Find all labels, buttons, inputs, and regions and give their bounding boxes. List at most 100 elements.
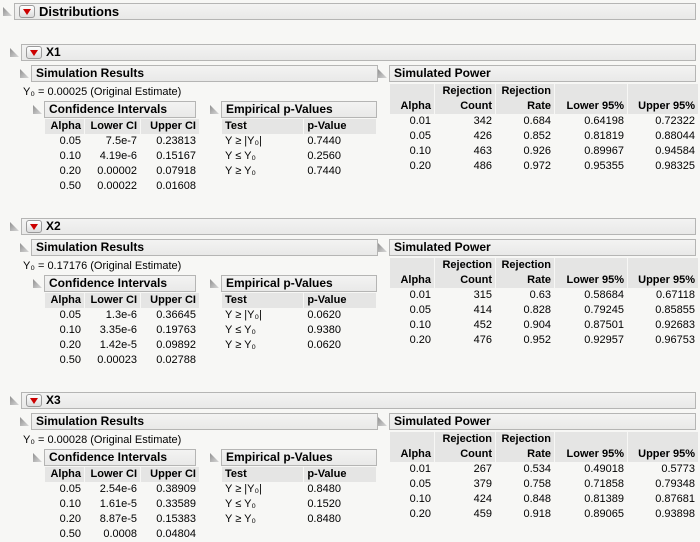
table-cell: 7.5e-7: [105, 135, 137, 147]
disclosure-triangle-icon[interactable]: [10, 222, 19, 231]
red-triangle-menu-icon[interactable]: [19, 5, 35, 18]
disclosure-triangle-icon[interactable]: [378, 417, 387, 426]
section-header-bar[interactable]: X3: [21, 392, 696, 409]
red-triangle-menu-icon[interactable]: [26, 394, 42, 407]
table-cell: 8.87e-5: [99, 513, 137, 525]
red-triangle-glyph: [23, 9, 31, 15]
section-title: X1: [46, 45, 61, 59]
simulated-power-title: Simulated Power: [394, 414, 491, 428]
table-row: Y ≥ |Y₀| 0.7440: [222, 134, 376, 149]
simulated-power-row: Simulated Power: [378, 413, 696, 430]
table-cell: 0.1520: [307, 498, 341, 510]
confidence-intervals-bar[interactable]: Confidence Intervals: [44, 101, 196, 118]
table-cell: 0.38909: [156, 483, 196, 495]
table-header-row: Alpha Rejection Count Rejection Rate Lower …: [390, 258, 698, 288]
table-row: Y ≥ Y₀ 0.7440: [222, 164, 376, 179]
disclosure-triangle-icon[interactable]: [33, 105, 42, 114]
simulated-power-table: Alpha Rejection Count Rejection Rate Lower …: [389, 432, 699, 522]
distributions-header-bar[interactable]: Distributions: [14, 3, 696, 20]
confidence-intervals-bar[interactable]: Confidence Intervals: [44, 275, 196, 292]
empirical-p-values-bar[interactable]: Empirical p-Values: [221, 101, 377, 118]
table-cell: 0.7440: [307, 165, 341, 177]
table-cell: 0.95355: [584, 160, 624, 172]
disclosure-triangle-icon[interactable]: [3, 7, 12, 16]
section-title: X2: [46, 219, 61, 233]
table-cell: 0.63: [529, 289, 551, 301]
red-triangle-menu-icon[interactable]: [26, 46, 42, 59]
simulation-results-bar[interactable]: Simulation Results: [31, 413, 378, 430]
table-cell: 0.85855: [655, 304, 695, 316]
disclosure-triangle-icon[interactable]: [20, 69, 29, 78]
report-title: Distributions: [39, 4, 120, 19]
disclosure-triangle-icon[interactable]: [210, 279, 219, 288]
table-cell: 0.10: [59, 150, 81, 162]
empirical-p-values-bar[interactable]: Empirical p-Values: [221, 275, 377, 292]
table-cell: 0.93898: [655, 508, 695, 520]
table-cell: 0.92957: [584, 334, 624, 346]
table-cell: 0.81389: [584, 493, 624, 505]
simulation-results-bar[interactable]: Simulation Results: [31, 65, 378, 82]
section-outline-row: X3: [10, 392, 696, 409]
simulated-power-bar[interactable]: Simulated Power: [389, 65, 696, 82]
section-header-bar[interactable]: X1: [21, 44, 696, 61]
column-header: Upper CI: [141, 293, 199, 308]
simulated-power-bar[interactable]: Simulated Power: [389, 413, 696, 430]
table-row: 0.50 0.00023 0.02788: [45, 353, 199, 368]
disclosure-triangle-icon[interactable]: [378, 243, 387, 252]
table-header-row: Test p-Value: [222, 119, 376, 134]
confidence-intervals-block: Confidence Intervals Alpha Lower CI Upper …: [33, 449, 200, 542]
red-triangle-menu-icon[interactable]: [26, 220, 42, 233]
table-cell: 0.0620: [307, 309, 341, 321]
confidence-intervals-bar[interactable]: Confidence Intervals: [44, 449, 196, 466]
table-cell: 0.15383: [156, 513, 196, 525]
disclosure-triangle-icon[interactable]: [210, 453, 219, 462]
column-header: Test: [222, 293, 304, 308]
simulated-power-panel: Simulated Power Alpha Rejection Count Reje…: [378, 239, 700, 348]
column-header: Alpha: [390, 258, 434, 288]
table-cell: 0.10: [409, 493, 431, 505]
table-cell: 1.42e-5: [99, 339, 137, 351]
table-cell: 0.89967: [584, 145, 624, 157]
table-cell: 0.09892: [156, 339, 196, 351]
column-header: Rejection Count: [435, 258, 495, 288]
table-cell: Y ≤ Y₀: [225, 150, 256, 162]
table-cell: 0.96753: [655, 334, 695, 346]
table-cell: 1.61e-5: [99, 498, 137, 510]
disclosure-triangle-icon[interactable]: [33, 453, 42, 462]
table-cell: 476: [473, 334, 492, 346]
disclosure-triangle-icon[interactable]: [20, 243, 29, 252]
table-cell: 0.67118: [656, 289, 695, 301]
section-header-bar[interactable]: X2: [21, 218, 696, 235]
disclosure-triangle-icon[interactable]: [378, 69, 387, 78]
empirical-p-values-table: Test p-Value Y ≥ |Y₀| 0.0620 Y ≤ Y₀ 0.9380 Y …: [221, 293, 377, 353]
disclosure-triangle-icon[interactable]: [20, 417, 29, 426]
table-row: 0.20 8.87e-5 0.15383: [45, 512, 199, 527]
table-cell: 414: [473, 304, 492, 316]
table-row: Y ≤ Y₀ 0.9380: [222, 323, 376, 338]
confidence-intervals-block: Confidence Intervals Alpha Lower CI Upper …: [33, 101, 200, 194]
empirical-p-values-bar[interactable]: Empirical p-Values: [221, 449, 377, 466]
empirical-p-values-table: Test p-Value Y ≥ |Y₀| 0.8480 Y ≤ Y₀ 0.1520 Y …: [221, 467, 377, 527]
table-cell: 463: [473, 145, 492, 157]
simulation-results-row: Simulation Results: [20, 65, 378, 82]
red-triangle-glyph: [30, 224, 38, 230]
table-cell: 0.89065: [584, 508, 624, 520]
column-header: Rejection Count: [435, 432, 495, 462]
table-cell: 0.20: [409, 334, 431, 346]
simulated-power-bar[interactable]: Simulated Power: [389, 239, 696, 256]
table-row: 0.10 424 0.848 0.81389 0.87681: [390, 492, 698, 507]
table-cell: Y ≤ Y₀: [225, 498, 256, 510]
table-row: 0.10 463 0.926 0.89967 0.94584: [390, 144, 698, 159]
table-cell: 0.20: [59, 339, 81, 351]
disclosure-triangle-icon[interactable]: [10, 48, 19, 57]
table-cell: 0.05: [59, 309, 81, 321]
table-cell: 0.918: [523, 508, 551, 520]
table-row: 0.50 0.00022 0.01608: [45, 179, 199, 194]
simulation-results-bar[interactable]: Simulation Results: [31, 239, 378, 256]
table-cell: 0.36645: [156, 309, 196, 321]
table-cell: 0.848: [523, 493, 551, 505]
disclosure-triangle-icon[interactable]: [10, 396, 19, 405]
disclosure-triangle-icon[interactable]: [33, 279, 42, 288]
disclosure-triangle-icon[interactable]: [210, 105, 219, 114]
table-cell: 315: [473, 289, 492, 301]
